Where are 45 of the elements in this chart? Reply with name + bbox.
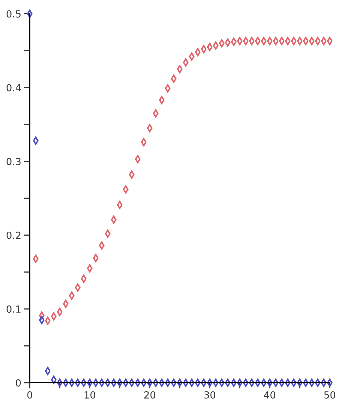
point <box>321 37 327 46</box>
point <box>273 37 279 46</box>
point <box>243 37 249 46</box>
point <box>255 37 261 46</box>
point <box>123 186 129 194</box>
point <box>99 242 105 250</box>
point <box>213 42 219 50</box>
y-tick-label: 0.1 <box>6 306 21 314</box>
point <box>75 284 81 292</box>
x-tick-label: 50 <box>324 392 336 399</box>
point <box>303 37 309 46</box>
point <box>183 58 189 67</box>
point <box>45 367 51 376</box>
point <box>249 37 255 46</box>
point <box>39 312 45 320</box>
point <box>327 37 333 46</box>
point <box>177 65 183 74</box>
point <box>207 43 213 52</box>
point <box>225 38 231 47</box>
x-tick-label: 30 <box>204 392 216 399</box>
point <box>159 96 165 104</box>
point <box>189 52 195 61</box>
y-tick-label: 0 <box>16 379 22 387</box>
point <box>291 37 297 46</box>
x-tick-label: 40 <box>264 392 276 399</box>
point <box>297 37 303 46</box>
point <box>117 201 123 210</box>
point <box>39 316 45 324</box>
point <box>57 308 63 316</box>
point <box>261 37 267 46</box>
point <box>267 37 273 46</box>
point <box>279 37 285 46</box>
x-tick-label: 10 <box>84 392 96 399</box>
x-tick-label: 20 <box>144 392 156 399</box>
point <box>309 37 315 46</box>
point <box>237 37 243 46</box>
y-tick-label: 0.2 <box>6 232 21 240</box>
point <box>153 110 159 118</box>
point <box>93 254 99 262</box>
y-tick-label: 0.5 <box>6 10 21 18</box>
x-tick-label: 0 <box>28 392 32 399</box>
y-tick-label: 0.3 <box>6 158 21 166</box>
point <box>285 37 291 46</box>
y-tick-label: 0.4 <box>6 84 22 92</box>
point <box>315 37 321 46</box>
